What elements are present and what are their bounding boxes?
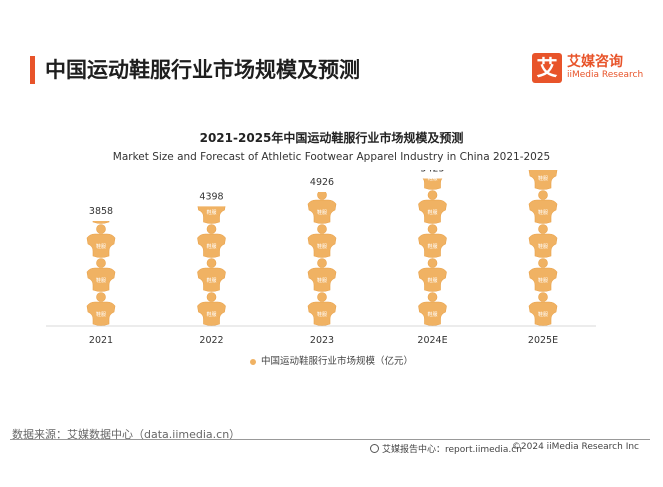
page-title: 中国运动鞋服行业市场规模及预测 <box>45 58 360 82</box>
icon-unit: 鞋服 <box>197 292 226 326</box>
logo-mark: 艾 <box>532 53 562 83</box>
x-tick-label: 2025E <box>528 335 558 346</box>
x-tick-label: 2022 <box>199 335 223 346</box>
pictograph-chart: 鞋服鞋服鞋服鞋服38582021鞋服鞋服鞋服鞋服43982022鞋服鞋服鞋服鞋服… <box>46 170 596 346</box>
x-tick-label: 2024E <box>417 335 447 346</box>
icon-unit: 鞋服 <box>528 190 558 224</box>
chart-subtitle: Market Size and Forecast of Athletic Foo… <box>112 151 551 163</box>
svg-text:鞋服: 鞋服 <box>538 311 548 318</box>
icon-unit: 鞋服 <box>528 292 558 326</box>
logo-en-text: iiMedia Research <box>567 70 644 80</box>
icon-unit: 鞋服 <box>86 224 116 258</box>
svg-text:鞋服: 鞋服 <box>206 311 216 318</box>
footer-divider <box>10 439 650 440</box>
svg-text:鞋服: 鞋服 <box>206 243 216 250</box>
svg-text:鞋服: 鞋服 <box>427 277 437 284</box>
icon-partial: 鞋服 <box>197 206 226 224</box>
data-label: 4926 <box>310 177 334 188</box>
icon-unit: 鞋服 <box>86 258 116 292</box>
icon-partial: 鞋服 <box>307 192 337 224</box>
icon-unit: 鞋服 <box>197 224 226 258</box>
globe-icon <box>370 444 379 453</box>
icon-unit: 鞋服 <box>528 224 558 258</box>
iimedia-logo: 艾 艾媒咨询 iiMedia Research <box>532 53 652 87</box>
icon-unit: 鞋服 <box>86 292 116 326</box>
footer-report-url: 艾媒报告中心：report.iimedia.cn <box>370 442 522 455</box>
legend-swatch <box>249 358 256 365</box>
svg-text:鞋服: 鞋服 <box>538 175 548 182</box>
svg-text:鞋服: 鞋服 <box>538 209 548 216</box>
icon-unit: 鞋服 <box>418 224 447 258</box>
logo-cn-text: 艾媒咨询 <box>567 54 623 70</box>
svg-text:鞋服: 鞋服 <box>317 311 327 318</box>
icon-partial: 鞋服 <box>422 175 443 190</box>
title-accent-bar <box>30 56 35 84</box>
x-tick-label: 2021 <box>89 335 113 346</box>
icon-partial: 鞋服 <box>92 221 110 224</box>
svg-text:鞋服: 鞋服 <box>427 175 437 182</box>
svg-text:鞋服: 鞋服 <box>427 209 437 216</box>
svg-text:鞋服: 鞋服 <box>427 243 437 250</box>
chart-legend: 中国运动鞋服行业市场规模（亿元） <box>0 353 663 367</box>
svg-text:鞋服: 鞋服 <box>96 311 106 318</box>
icon-unit: 鞋服 <box>307 292 337 326</box>
svg-text:鞋服: 鞋服 <box>317 243 327 250</box>
icon-partial: 鞋服 <box>528 170 558 190</box>
svg-text:鞋服: 鞋服 <box>317 209 327 216</box>
svg-text:鞋服: 鞋服 <box>96 277 106 284</box>
x-tick-label: 2023 <box>310 335 334 346</box>
svg-text:鞋服: 鞋服 <box>206 277 216 284</box>
data-source: 数据来源：艾媒数据中心（data.iimedia.cn） <box>12 428 241 441</box>
footer-url-text: 艾媒报告中心：report.iimedia.cn <box>382 445 522 455</box>
svg-text:鞋服: 鞋服 <box>427 311 437 318</box>
svg-text:鞋服: 鞋服 <box>538 243 548 250</box>
svg-text:鞋服: 鞋服 <box>317 277 327 284</box>
icon-unit: 鞋服 <box>197 258 226 292</box>
footer-copyright: ©2024 iiMedia Research Inc <box>511 442 639 452</box>
icon-unit: 鞋服 <box>307 258 337 292</box>
icon-unit: 鞋服 <box>418 258 447 292</box>
svg-text:鞋服: 鞋服 <box>96 243 106 250</box>
svg-text:鞋服: 鞋服 <box>206 209 216 216</box>
icon-unit: 鞋服 <box>418 190 447 224</box>
data-label: 5425 <box>420 170 444 174</box>
svg-text:鞋服: 鞋服 <box>538 277 548 284</box>
data-label: 4398 <box>199 191 223 202</box>
icon-unit: 鞋服 <box>307 224 337 258</box>
icon-unit: 鞋服 <box>418 292 447 326</box>
chart-title: 2021-2025年中国运动鞋服行业市场规模及预测 <box>199 131 464 145</box>
icon-unit: 鞋服 <box>528 258 558 292</box>
data-label: 3858 <box>89 206 113 217</box>
legend-label: 中国运动鞋服行业市场规模（亿元） <box>260 356 413 367</box>
